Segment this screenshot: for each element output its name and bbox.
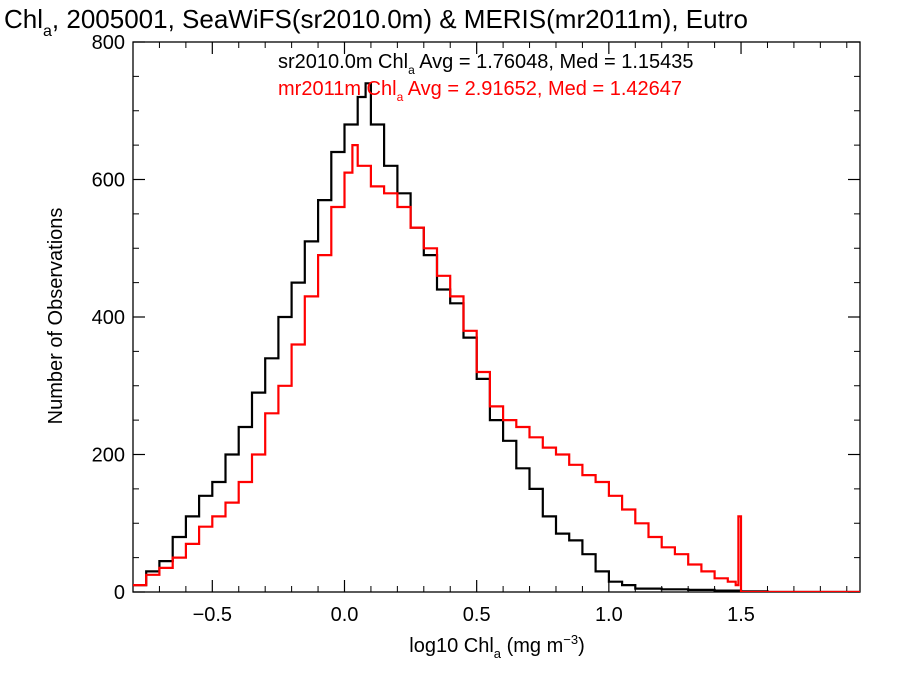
- x-tick-label: 0.0: [331, 604, 359, 626]
- x-tick-label: 0.5: [463, 604, 491, 626]
- series-layer: [133, 82, 860, 592]
- x-tick-label: −0.5: [193, 604, 232, 626]
- plot-area: [132, 41, 861, 593]
- series-line-1: [133, 82, 860, 592]
- x-axis-label: log10 Chla (mg m−3): [409, 632, 584, 661]
- x-tick-label: 1.5: [727, 604, 755, 626]
- chart-title: Chla, 2005001, SeaWiFS(sr2010.0m) & MERI…: [4, 4, 748, 40]
- y-tick-label: 200: [92, 445, 125, 467]
- y-tick-label: 0: [114, 582, 125, 604]
- annotation-layer: sr2010.0m Chla Avg = 1.76048, Med = 1.15…: [278, 51, 694, 104]
- y-tick-label: 800: [92, 32, 125, 54]
- plot-frame: [132, 41, 861, 593]
- series-line-2: [133, 144, 860, 592]
- y-tick-label: 400: [92, 307, 125, 329]
- y-tick-label: 600: [92, 170, 125, 192]
- y-axis-label: Number of Observations: [45, 208, 67, 425]
- x-tick-label: 1.0: [595, 604, 623, 626]
- stats-annotation-2: mr2011m Chla Avg = 2.91652, Med = 1.4264…: [278, 78, 682, 104]
- axis-ticks: −0.5 0.0 0.5 1.0 1.5 0 200 400 600 800: [92, 32, 860, 626]
- stats-annotation-1: sr2010.0m Chla Avg = 1.76048, Med = 1.15…: [278, 51, 694, 77]
